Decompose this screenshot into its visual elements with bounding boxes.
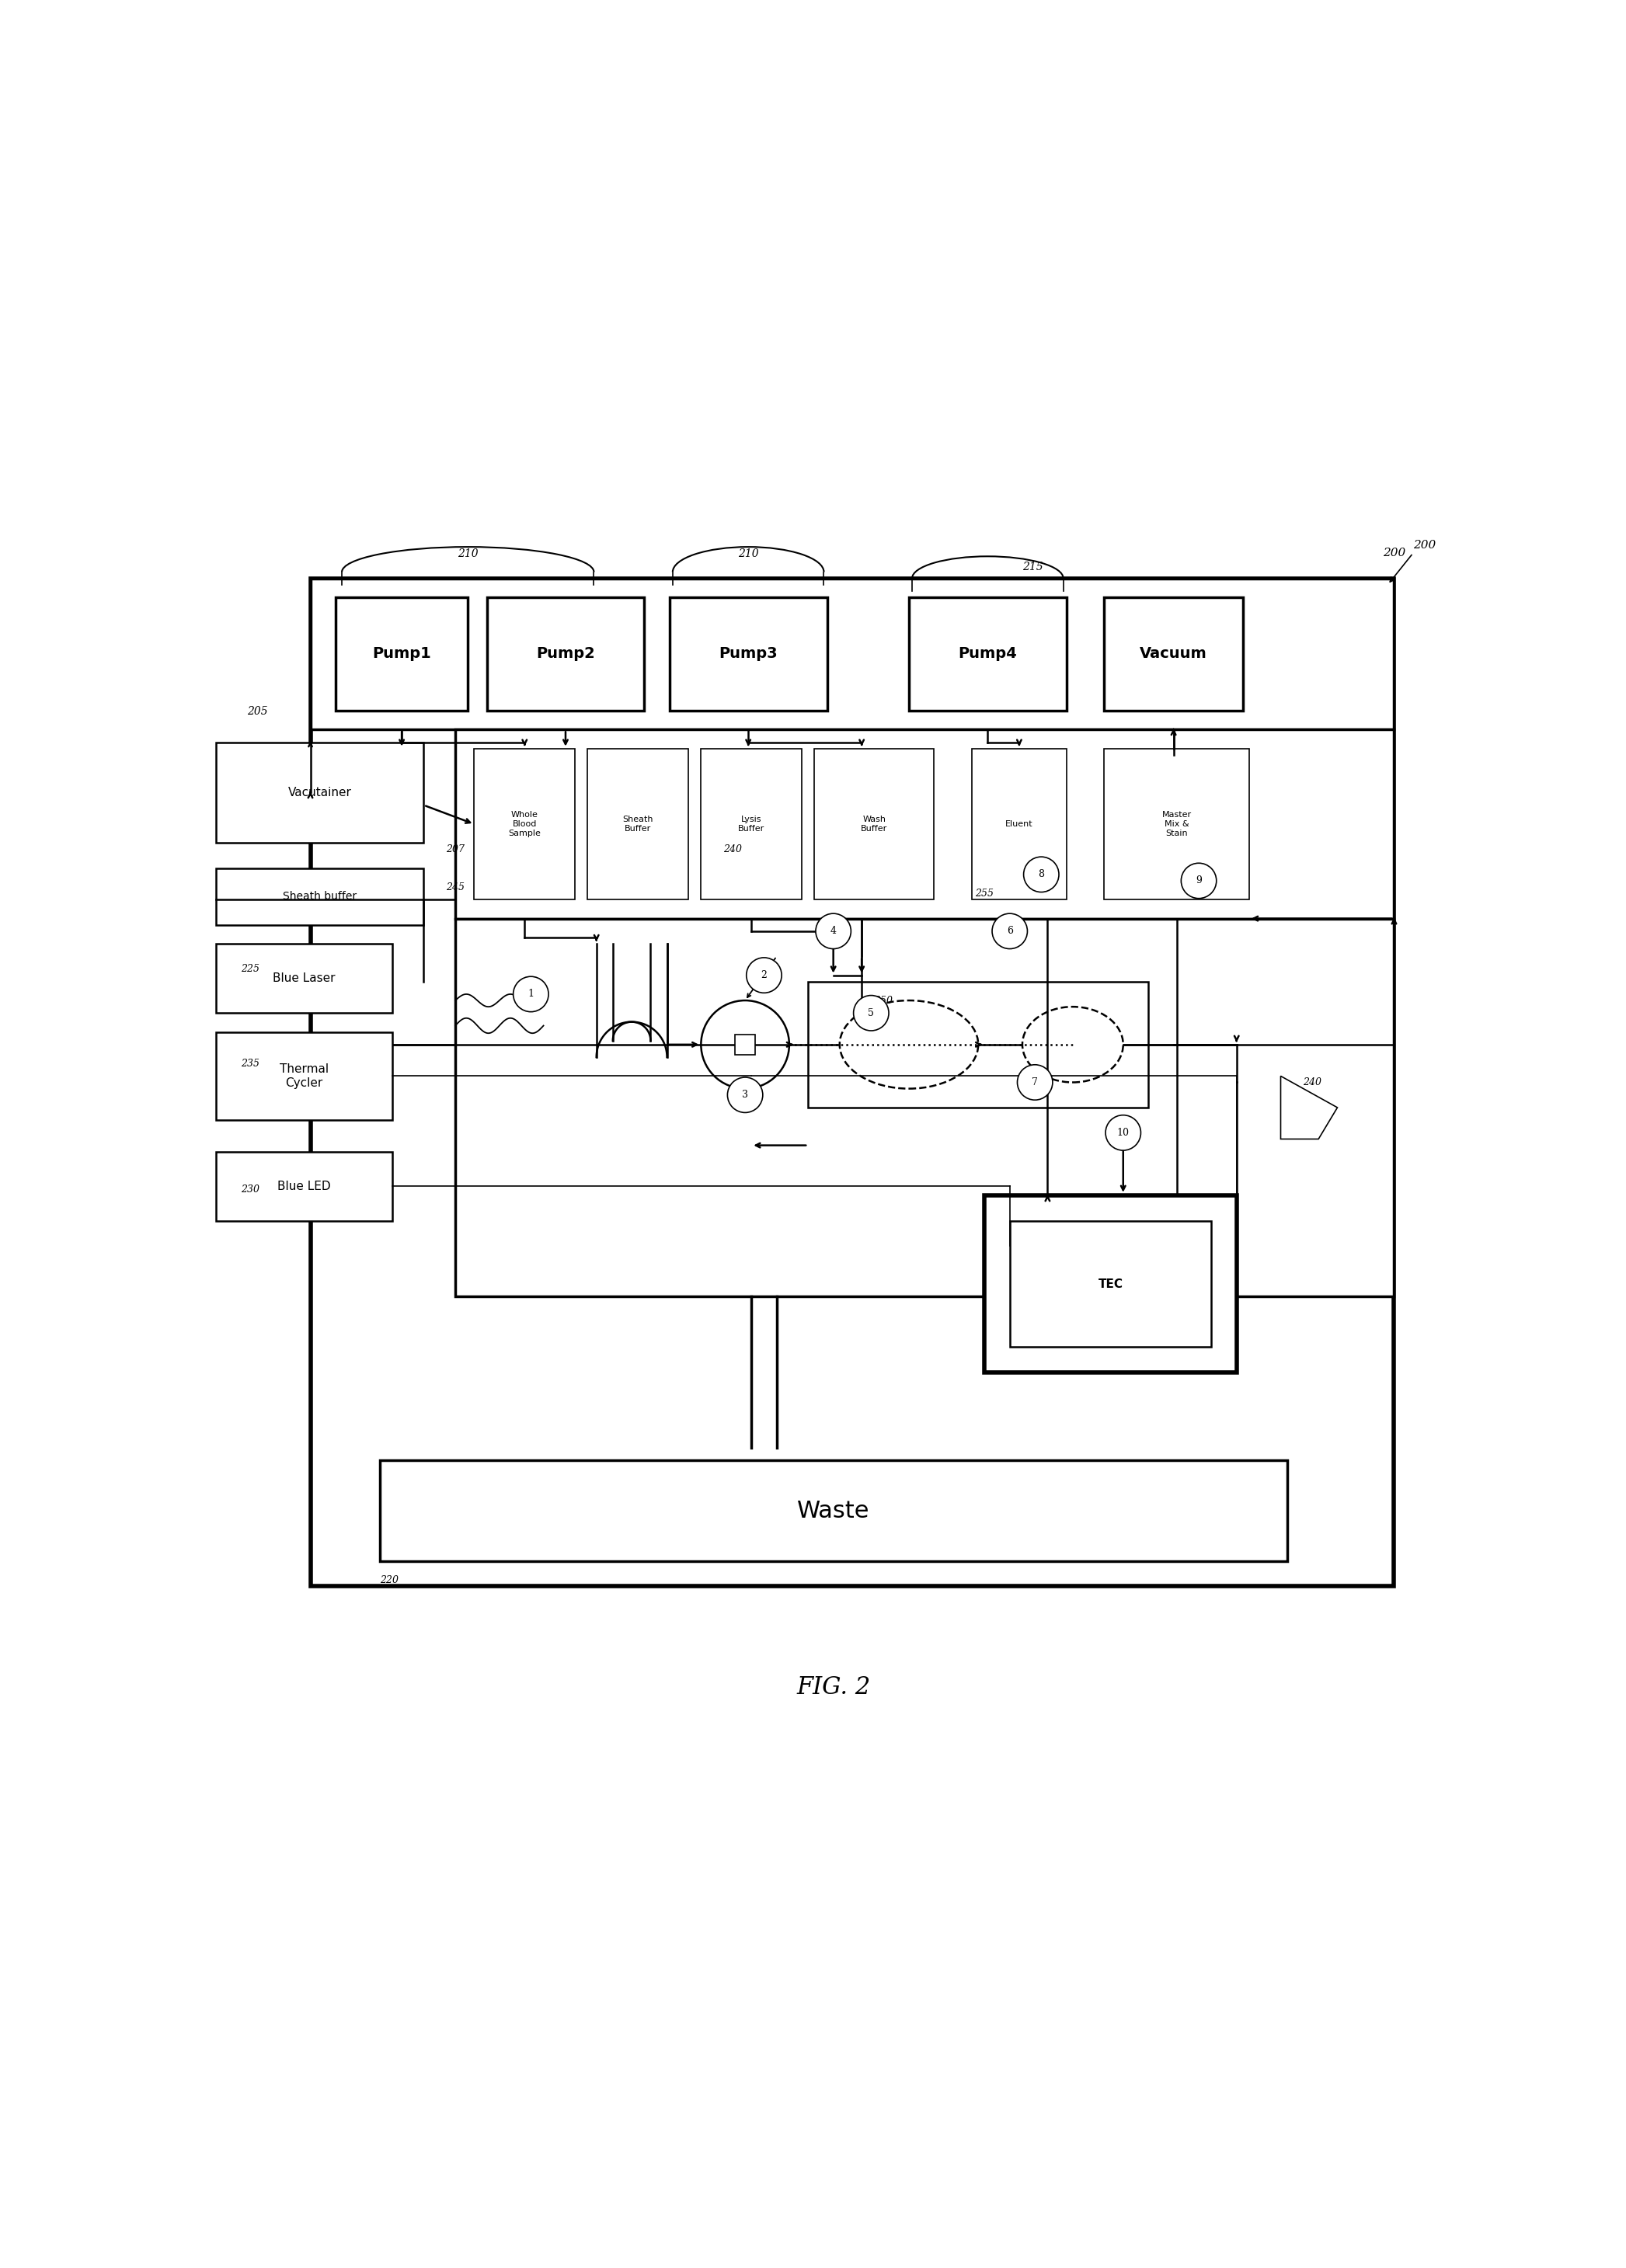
Text: Sheath
Buffer: Sheath Buffer (623, 816, 654, 832)
Text: 220: 220 (379, 1574, 398, 1585)
Text: 207: 207 (446, 844, 465, 855)
Bar (670, 596, 828, 710)
Bar (1104, 748, 1249, 900)
Bar (455, 919, 1393, 1297)
Circle shape (746, 957, 782, 993)
Text: Waste: Waste (797, 1499, 870, 1522)
Circle shape (727, 1077, 763, 1114)
Circle shape (992, 914, 1028, 948)
Text: Blue LED: Blue LED (278, 1179, 330, 1193)
Text: 7: 7 (1033, 1077, 1037, 1086)
Bar (475, 748, 576, 900)
Text: 8: 8 (1037, 869, 1044, 880)
Bar (985, 1195, 1237, 1372)
Text: Master
Mix &
Stain: Master Mix & Stain (1163, 812, 1192, 837)
Bar (216, 742, 424, 844)
Text: Vacuum: Vacuum (1140, 646, 1206, 662)
Text: 230: 230 (241, 1184, 260, 1195)
Bar (1104, 596, 1242, 710)
Text: 210: 210 (738, 549, 759, 560)
Bar (909, 596, 1067, 710)
Ellipse shape (1023, 1007, 1124, 1082)
Text: 240: 240 (1302, 1077, 1322, 1086)
Text: 205: 205 (247, 705, 268, 717)
Bar (735, 1034, 754, 1055)
Bar (379, 1461, 1288, 1560)
Circle shape (1106, 1116, 1141, 1150)
Bar (216, 1152, 392, 1220)
Bar (455, 730, 1393, 919)
Text: 1: 1 (528, 989, 533, 1000)
Bar (311, 578, 1393, 730)
Text: 2: 2 (761, 971, 767, 980)
Text: 3: 3 (741, 1091, 748, 1100)
Text: 200: 200 (1382, 549, 1405, 558)
Text: Blue Laser: Blue Laser (273, 973, 335, 984)
Text: Pump2: Pump2 (537, 646, 595, 662)
Circle shape (816, 914, 850, 948)
Bar (1010, 1220, 1211, 1347)
Bar (335, 596, 468, 710)
Bar (808, 982, 1148, 1107)
Text: 235: 235 (241, 1059, 260, 1068)
Text: Wash
Buffer: Wash Buffer (862, 816, 888, 832)
Text: 4: 4 (831, 925, 836, 937)
Circle shape (514, 978, 548, 1012)
Text: Pump4: Pump4 (958, 646, 1018, 662)
Text: 210: 210 (457, 549, 478, 560)
Text: 200: 200 (1413, 540, 1436, 551)
Text: Whole
Blood
Sample: Whole Blood Sample (509, 812, 541, 837)
Ellipse shape (839, 1000, 979, 1089)
Text: TEC: TEC (1098, 1279, 1124, 1290)
Text: Vacutainer: Vacutainer (288, 787, 351, 798)
Bar (972, 748, 1067, 900)
Text: 225: 225 (241, 964, 260, 973)
Bar (486, 596, 644, 710)
Text: 5: 5 (868, 1007, 875, 1018)
Text: Lysis
Buffer: Lysis Buffer (738, 816, 764, 832)
Text: 10: 10 (1117, 1127, 1130, 1139)
Text: 9: 9 (1195, 875, 1202, 887)
Bar (216, 943, 392, 1014)
Circle shape (854, 996, 889, 1030)
Text: Pump3: Pump3 (719, 646, 777, 662)
Text: FIG. 2: FIG. 2 (797, 1676, 870, 1699)
Text: 250: 250 (875, 996, 893, 1005)
Text: 240: 240 (724, 844, 741, 855)
Bar (216, 869, 424, 925)
Bar (701, 748, 802, 900)
Text: Thermal
Cycler: Thermal Cycler (280, 1064, 328, 1089)
Text: Eluent: Eluent (1005, 821, 1033, 828)
Circle shape (1018, 1064, 1052, 1100)
Text: 255: 255 (976, 889, 993, 898)
Text: 215: 215 (1023, 560, 1042, 572)
Bar (815, 748, 935, 900)
Circle shape (1180, 864, 1216, 898)
Text: 245: 245 (446, 882, 465, 891)
Circle shape (1024, 857, 1059, 891)
Text: Pump1: Pump1 (372, 646, 431, 662)
Bar (587, 748, 688, 900)
Polygon shape (1281, 1075, 1338, 1139)
Text: 6: 6 (1006, 925, 1013, 937)
Text: Sheath buffer: Sheath buffer (283, 891, 356, 903)
Circle shape (701, 1000, 789, 1089)
Bar (311, 578, 1393, 1585)
Bar (216, 1032, 392, 1120)
